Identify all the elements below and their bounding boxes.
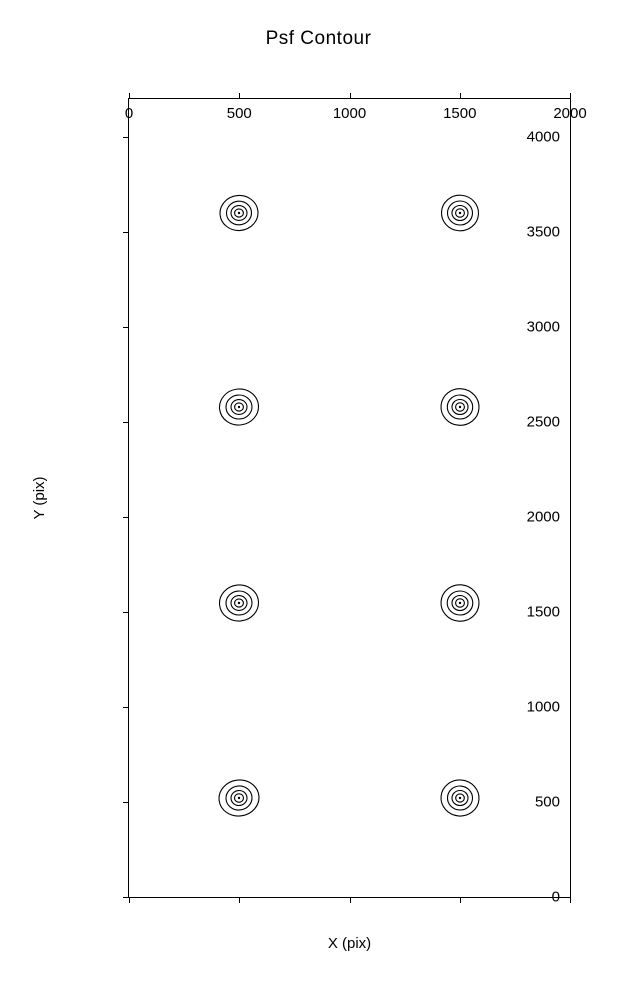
plot-area: 0 500 1000 1500 2000 0 500 1000 1500 200… bbox=[128, 98, 571, 898]
psf-contour-chart: Psf Contour 0 500 1000 1500 2000 bbox=[0, 0, 637, 1000]
psf-cluster-3 bbox=[211, 575, 267, 631]
ytick-right-500 bbox=[123, 802, 129, 803]
xtick-label-0: 0 bbox=[125, 105, 133, 122]
ytick-label-1500: 1500 bbox=[527, 604, 560, 621]
xtick-label-2000: 2000 bbox=[553, 105, 586, 122]
ytick-label-0: 0 bbox=[552, 889, 560, 906]
psf-cluster-6 bbox=[432, 379, 488, 435]
ytick-label-3000: 3000 bbox=[527, 318, 560, 335]
ytick-label-2500: 2500 bbox=[527, 414, 560, 431]
xtick-label-1000: 1000 bbox=[333, 105, 366, 122]
xtick-label-1500: 1500 bbox=[443, 105, 476, 122]
ytick-right-3000 bbox=[123, 327, 129, 328]
xtick-label-500: 500 bbox=[227, 105, 252, 122]
xtick-2000 bbox=[570, 897, 571, 903]
psf-cluster-4 bbox=[432, 575, 488, 631]
ytick-right-3500 bbox=[123, 232, 129, 233]
xtick-1500 bbox=[460, 897, 461, 903]
psf-cluster-1 bbox=[211, 770, 267, 826]
y-axis-label: Y (pix) bbox=[31, 476, 48, 519]
xtick-500 bbox=[239, 897, 240, 903]
ytick-right-1500 bbox=[123, 612, 129, 613]
ytick-label-4000: 4000 bbox=[527, 128, 560, 145]
xtick-top-1000 bbox=[350, 93, 351, 99]
ytick-label-500: 500 bbox=[535, 794, 560, 811]
psf-cluster-8 bbox=[432, 185, 488, 241]
psf-cluster-5 bbox=[211, 379, 267, 435]
ytick-label-1000: 1000 bbox=[527, 698, 560, 715]
ytick-right-4000 bbox=[123, 137, 129, 138]
xtick-1000 bbox=[350, 897, 351, 903]
xtick-top-2000 bbox=[570, 93, 571, 99]
xtick-top-0 bbox=[129, 93, 130, 99]
chart-title: Psf Contour bbox=[0, 28, 637, 50]
xtick-top-500 bbox=[239, 93, 240, 99]
ytick-right-2500 bbox=[123, 422, 129, 423]
xtick-top-1500 bbox=[460, 93, 461, 99]
ytick-label-3500: 3500 bbox=[527, 224, 560, 241]
x-axis-label: X (pix) bbox=[128, 935, 571, 952]
ytick-right-1000 bbox=[123, 707, 129, 708]
psf-cluster-7 bbox=[211, 185, 267, 241]
psf-cluster-2 bbox=[432, 770, 488, 826]
ytick-label-2000: 2000 bbox=[527, 508, 560, 525]
ytick-right-0 bbox=[123, 897, 129, 898]
ytick-right-2000 bbox=[123, 517, 129, 518]
xtick-0 bbox=[129, 897, 130, 903]
